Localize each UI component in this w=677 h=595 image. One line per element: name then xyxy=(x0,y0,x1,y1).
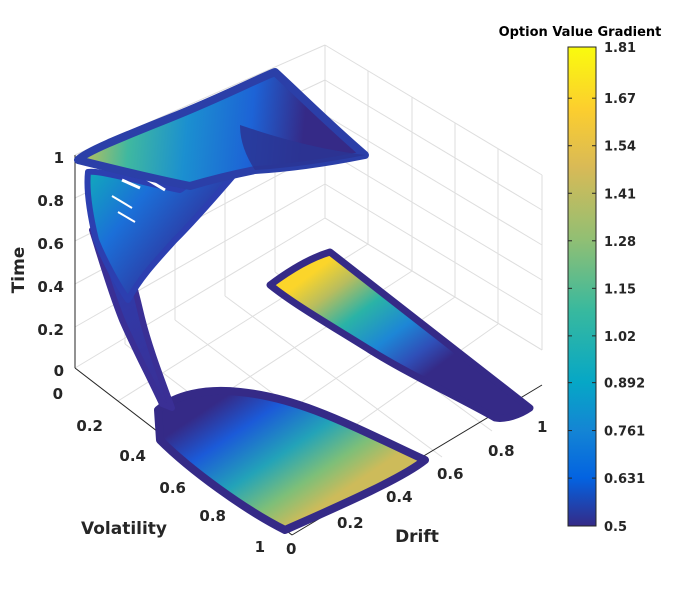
colorbar: Option Value Gradient 1.811.671.541.411.… xyxy=(499,25,662,535)
colorbar-tick-label: 1.81 xyxy=(604,41,636,56)
colorbar-tick-label: 0.631 xyxy=(604,472,645,487)
colorbar-tick-label: 0.892 xyxy=(604,377,645,392)
z-tick-label: 0.8 xyxy=(37,192,64,210)
z-tick-label: 1 xyxy=(54,149,64,167)
y-axis-label: Volatility xyxy=(81,519,167,539)
x-tick-label: 0 xyxy=(286,540,296,558)
colorbar-tick-label: 1.54 xyxy=(604,140,636,155)
volatility-zero-surface xyxy=(266,248,534,422)
colorbar-tick-label: 0.5 xyxy=(604,520,627,535)
z-tick-label: 0 xyxy=(54,362,64,380)
z-tick-label: 0.4 xyxy=(37,278,64,296)
y-tick-label: 0.8 xyxy=(199,507,226,525)
x-axis-label: Drift xyxy=(395,527,439,547)
x-tick-label: 0.6 xyxy=(437,465,464,483)
x-tick-label: 0.8 xyxy=(488,442,515,460)
y-axis-ticks: 0 0.2 0.4 0.6 0.8 1 xyxy=(53,385,265,556)
colorbar-gradient xyxy=(567,46,597,527)
colorbar-tick-label: 1.67 xyxy=(604,92,636,107)
z-tick-label: 0.6 xyxy=(37,235,64,253)
colorbar-tick-label: 1.41 xyxy=(604,187,636,202)
x-tick-label: 1 xyxy=(537,418,547,436)
time-one-surface xyxy=(74,68,369,190)
colorbar-ticks: 1.81 1.67 1.54 1.41 1.28 1.15 1.02 0.892 0.761 0.… xyxy=(568,41,645,535)
colorbar-tick-label: 1.02 xyxy=(604,330,636,345)
y-tick-label: 0.2 xyxy=(76,417,103,435)
x-tick-label: 0.2 xyxy=(337,514,364,532)
data-markers xyxy=(74,68,534,534)
y-tick-label: 1 xyxy=(255,538,265,556)
colorbar-tick-label: 1.28 xyxy=(604,235,636,250)
colorbar-title: Option Value Gradient xyxy=(499,25,662,40)
x-axis-ticks: 0 0.2 0.4 0.6 0.8 1 xyxy=(286,418,547,558)
z-tick-label: 0.2 xyxy=(37,321,64,339)
time-zero-surface xyxy=(154,386,429,534)
z-axis-ticks: 1 0.8 0.6 0.4 0.2 0 xyxy=(37,149,64,380)
colorbar-tick-label: 0.761 xyxy=(604,425,645,440)
top-wedge-shadow xyxy=(240,125,365,170)
y-tick-label: 0 xyxy=(53,385,63,403)
y-tick-label: 0.4 xyxy=(119,447,146,465)
curtain-surface xyxy=(84,162,243,303)
colorbar-tick-label: 1.15 xyxy=(604,282,636,297)
z-axis-label: Time xyxy=(9,247,29,294)
y-tick-label: 0.6 xyxy=(159,479,186,497)
x-tick-label: 0.4 xyxy=(386,488,413,506)
